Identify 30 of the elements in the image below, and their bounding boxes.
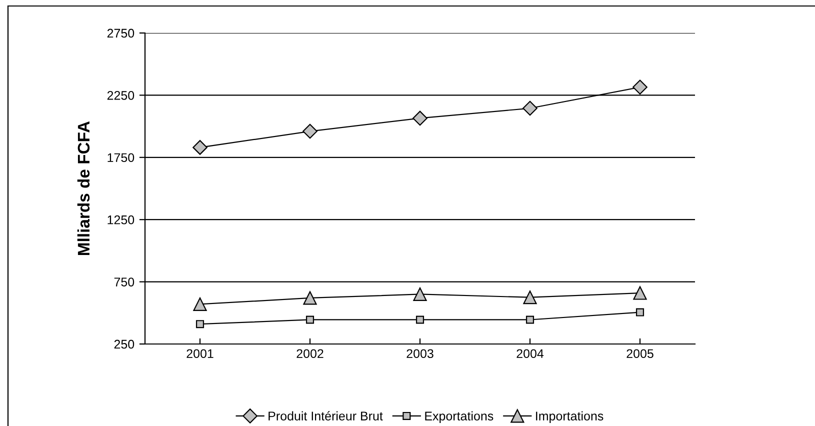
point [192, 140, 208, 155]
point [523, 290, 537, 304]
point [416, 316, 424, 324]
point [413, 287, 427, 302]
legend-label: Importations [536, 411, 604, 423]
point [632, 80, 648, 95]
point [196, 320, 204, 328]
point [522, 100, 538, 116]
legend-label: Exportations [425, 411, 494, 423]
point [306, 316, 314, 324]
x-tick-label: 2004 [516, 349, 544, 358]
x-tick-label: 2002 [296, 349, 324, 358]
y-tick-label: 2250 [107, 91, 134, 100]
y-tick-label: 2750 [107, 28, 134, 38]
point [412, 110, 428, 126]
legend-label: Produit Intérieur Brut [268, 411, 383, 420]
y-tick-label: 1250 [108, 215, 134, 224]
point [636, 308, 644, 316]
y-tick-label: 750 [114, 278, 134, 286]
y-tick-label: 1750 [108, 153, 134, 162]
point [526, 316, 534, 324]
x-tick-label: 2003 [406, 349, 434, 358]
point [633, 286, 647, 300]
y-axis-title: Mlliards de FCFA [77, 121, 90, 255]
y-tick-label: 250 [114, 340, 134, 349]
point [193, 297, 207, 311]
point [302, 124, 318, 139]
point [303, 291, 317, 305]
x-tick-label: 2005 [626, 349, 654, 358]
x-tick-label: 2001 [186, 349, 214, 358]
